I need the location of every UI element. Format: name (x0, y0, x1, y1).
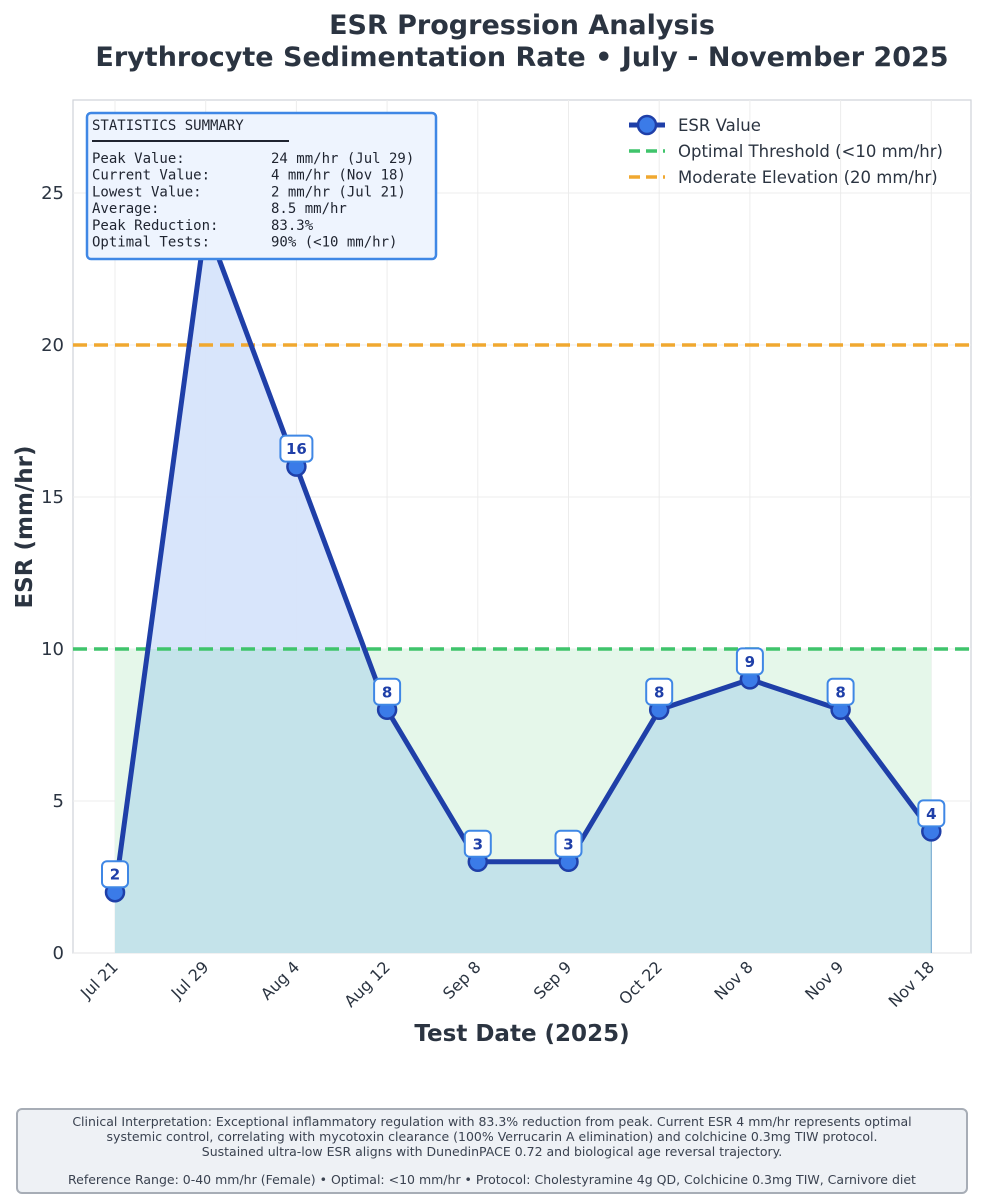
chart-subtitle: Erythrocyte Sedimentation Rate • July - … (95, 42, 948, 73)
esr-area-fill (115, 223, 932, 953)
stats-label: Peak Reduction: (92, 218, 218, 234)
data-label: 16 (286, 440, 307, 458)
y-tick-label: 20 (41, 335, 64, 356)
data-label-box (554, 829, 583, 858)
data-label-box (826, 677, 855, 706)
data-label-box (279, 434, 314, 463)
data-label-box (101, 860, 129, 889)
stats-value: 8.5 mm/hr (271, 201, 347, 217)
data-label: 3 (473, 835, 483, 853)
x-tick-label: Nov 18 (885, 957, 939, 1011)
x-tick-label: Nov 8 (710, 957, 756, 1003)
data-label: 4 (926, 805, 936, 823)
x-tick-label: Oct 22 (615, 957, 666, 1008)
y-tick-label: 5 (53, 791, 64, 812)
stats-rows: Peak Value: 24 mm/hr (Jul 29) Current Valu… (92, 151, 414, 251)
clinical-interpretation-box: Clinical Interpretation: Exceptional inf… (16, 1108, 968, 1194)
data-labels: 2 16 8 3 3 8 9 8 4 (101, 434, 946, 889)
data-label-box (917, 799, 946, 828)
data-label: 2 (110, 866, 120, 884)
y-tick-label: 25 (41, 183, 64, 204)
data-label: 8 (382, 683, 392, 701)
data-label: 8 (654, 683, 664, 701)
y-axis-label: ESR (mm/hr) (12, 445, 38, 608)
stats-label: Peak Value: (92, 151, 185, 167)
data-label-box (645, 677, 674, 706)
x-tick-label: Aug 12 (340, 957, 394, 1011)
footer-line-3: Sustained ultra-low ESR aligns with Dune… (201, 1144, 783, 1159)
y-tick-label: 0 (53, 943, 64, 964)
statistics-summary-box: STATISTICS SUMMARY Peak Value: 24 mm/hr (… (85, 111, 438, 261)
x-tick-label: Aug 4 (257, 957, 303, 1003)
y-tick-label: 10 (41, 639, 64, 660)
x-tick-label: Sep 8 (439, 957, 485, 1003)
data-label-box (463, 829, 492, 858)
stats-label: Lowest Value: (92, 184, 202, 200)
x-axis-label: Test Date (2025) (414, 1021, 629, 1047)
stats-label: Optimal Tests: (92, 235, 210, 251)
legend-label: ESR Value (678, 116, 761, 135)
legend-series-marker (636, 114, 658, 136)
stats-value: 90% (<10 mm/hr) (271, 235, 397, 251)
legend: ESR Value Optimal Threshold (<10 mm/hr) Mo… (629, 114, 943, 187)
data-label-box (373, 677, 402, 706)
x-axis-ticks: Jul 21 Jul 29 Aug 4 Aug 12 Sep 8 Sep 9 Oct 22 N… (76, 957, 938, 1011)
chart-title: ESR Progression Analysis (329, 10, 715, 41)
area-fill-below-threshold (115, 649, 932, 953)
stats-value: 83.3% (271, 218, 314, 234)
reference-lines (73, 343, 971, 651)
footer-line-2: systemic control, correlating with mycot… (106, 1129, 878, 1144)
footer-reference-range: Reference Range: 0-40 mm/hr (Female) • O… (68, 1172, 916, 1187)
stats-value: 24 mm/hr (Jul 29) (271, 151, 414, 167)
y-tick-label: 15 (41, 487, 64, 508)
data-label-box (735, 647, 764, 676)
x-tick-label: Jul 29 (167, 957, 213, 1003)
data-label: 9 (745, 653, 755, 671)
esr-line (112, 220, 934, 893)
legend-label: Moderate Elevation (20 mm/hr) (678, 168, 938, 187)
footer-line-1: Clinical Interpretation: Exceptional inf… (72, 1114, 912, 1129)
x-tick-label: Nov 9 (801, 957, 847, 1003)
stats-label: Current Value: (92, 168, 210, 184)
x-tick-label: Jul 21 (76, 957, 122, 1003)
stats-value: 4 mm/hr (Nov 18) (271, 168, 406, 184)
esr-chart: ESR Progression Analysis Erythrocyte Sed… (12, 10, 972, 1047)
data-label: 3 (563, 835, 573, 853)
stats-heading: STATISTICS SUMMARY (92, 118, 244, 134)
stats-label: Average: (92, 201, 159, 217)
y-axis-ticks: 0 5 10 15 20 25 (41, 183, 64, 964)
legend-label: Optimal Threshold (<10 mm/hr) (678, 142, 943, 161)
stats-value: 2 mm/hr (Jul 21) (271, 184, 406, 200)
data-label: 8 (835, 683, 845, 701)
x-tick-label: Sep 9 (530, 957, 576, 1003)
